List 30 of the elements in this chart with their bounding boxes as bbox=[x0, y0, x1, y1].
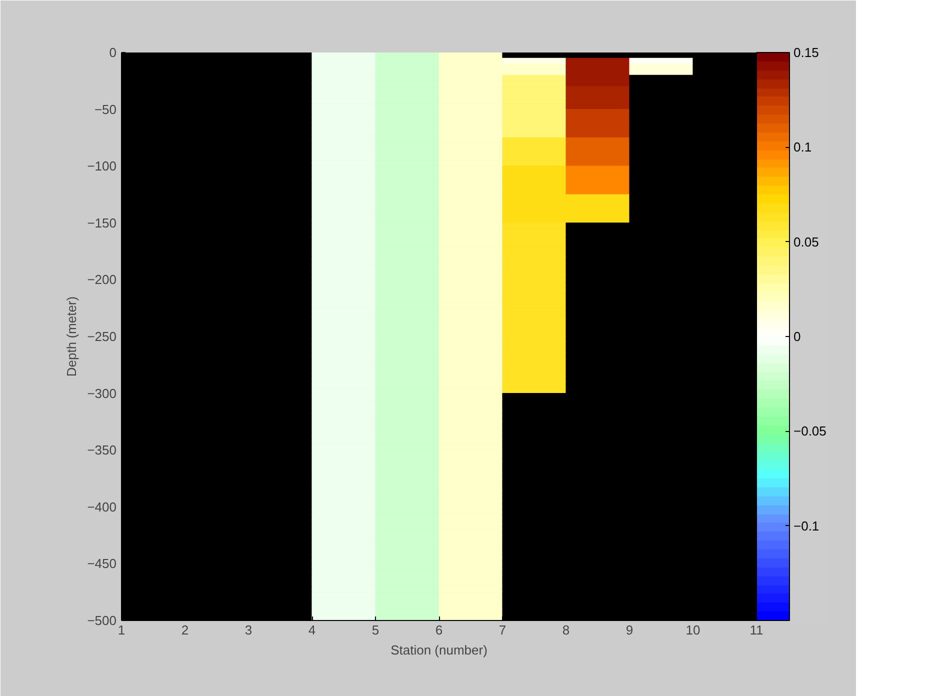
x-tick-label: 1 bbox=[118, 622, 126, 638]
y-tick-label: −450 bbox=[87, 556, 117, 572]
color-bar-label: 0.1 bbox=[794, 140, 812, 155]
y-tick-label: −400 bbox=[87, 499, 117, 514]
x-tick-label: 10 bbox=[686, 622, 700, 638]
color-bar-label: −0.1 bbox=[794, 518, 820, 534]
y-tick-label: −200 bbox=[87, 272, 117, 288]
color-bar-label: 0.05 bbox=[794, 234, 819, 250]
y-tick-label: −50 bbox=[94, 102, 117, 117]
y-tick-label: −350 bbox=[87, 442, 117, 458]
x-tick-label: 11 bbox=[750, 622, 764, 638]
x-tick-label: 3 bbox=[244, 622, 252, 638]
color-bar-label: 0.15 bbox=[794, 45, 819, 60]
y-axis-title: Depth (meter) bbox=[64, 296, 80, 377]
x-tick-label: 8 bbox=[562, 622, 570, 638]
x-tick-label: 2 bbox=[181, 622, 189, 638]
y-tick-label: −500 bbox=[87, 613, 117, 628]
color-bar-label: 0 bbox=[794, 329, 801, 344]
y-tick-label: −150 bbox=[87, 215, 117, 230]
y-tick-label: 0 bbox=[109, 45, 117, 60]
y-tick-label: −100 bbox=[87, 158, 117, 174]
y-tick-label: −300 bbox=[87, 386, 117, 401]
x-tick-label: 9 bbox=[626, 622, 634, 638]
x-tick-label: 7 bbox=[498, 622, 506, 638]
x-tick-label: 6 bbox=[435, 622, 443, 638]
x-tick-label: 5 bbox=[372, 622, 380, 638]
color-bar-label: −0.05 bbox=[794, 424, 826, 439]
y-tick-label: −250 bbox=[87, 329, 117, 344]
x-axis-title: Station (number) bbox=[390, 642, 488, 658]
x-tick-label: 4 bbox=[308, 622, 316, 638]
